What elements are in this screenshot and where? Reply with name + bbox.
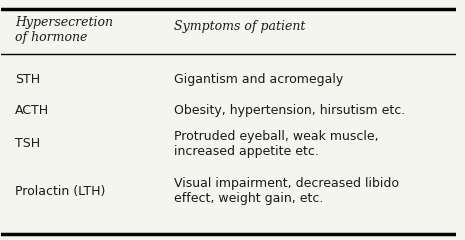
Text: Protruded eyeball, weak muscle,
increased appetite etc.: Protruded eyeball, weak muscle, increase… xyxy=(174,130,379,158)
Text: ACTH: ACTH xyxy=(15,104,49,117)
Text: Prolactin (LTH): Prolactin (LTH) xyxy=(15,185,106,198)
Text: Obesity, hypertension, hirsutism etc.: Obesity, hypertension, hirsutism etc. xyxy=(174,104,405,117)
Text: STH: STH xyxy=(15,73,40,86)
Text: Hypersecretion
of hormone: Hypersecretion of hormone xyxy=(15,16,113,44)
Text: Gigantism and acromegaly: Gigantism and acromegaly xyxy=(174,73,343,86)
Text: Symptoms of patient: Symptoms of patient xyxy=(174,20,306,33)
Text: Visual impairment, decreased libido
effect, weight gain, etc.: Visual impairment, decreased libido effe… xyxy=(174,177,399,205)
Text: TSH: TSH xyxy=(15,137,40,150)
